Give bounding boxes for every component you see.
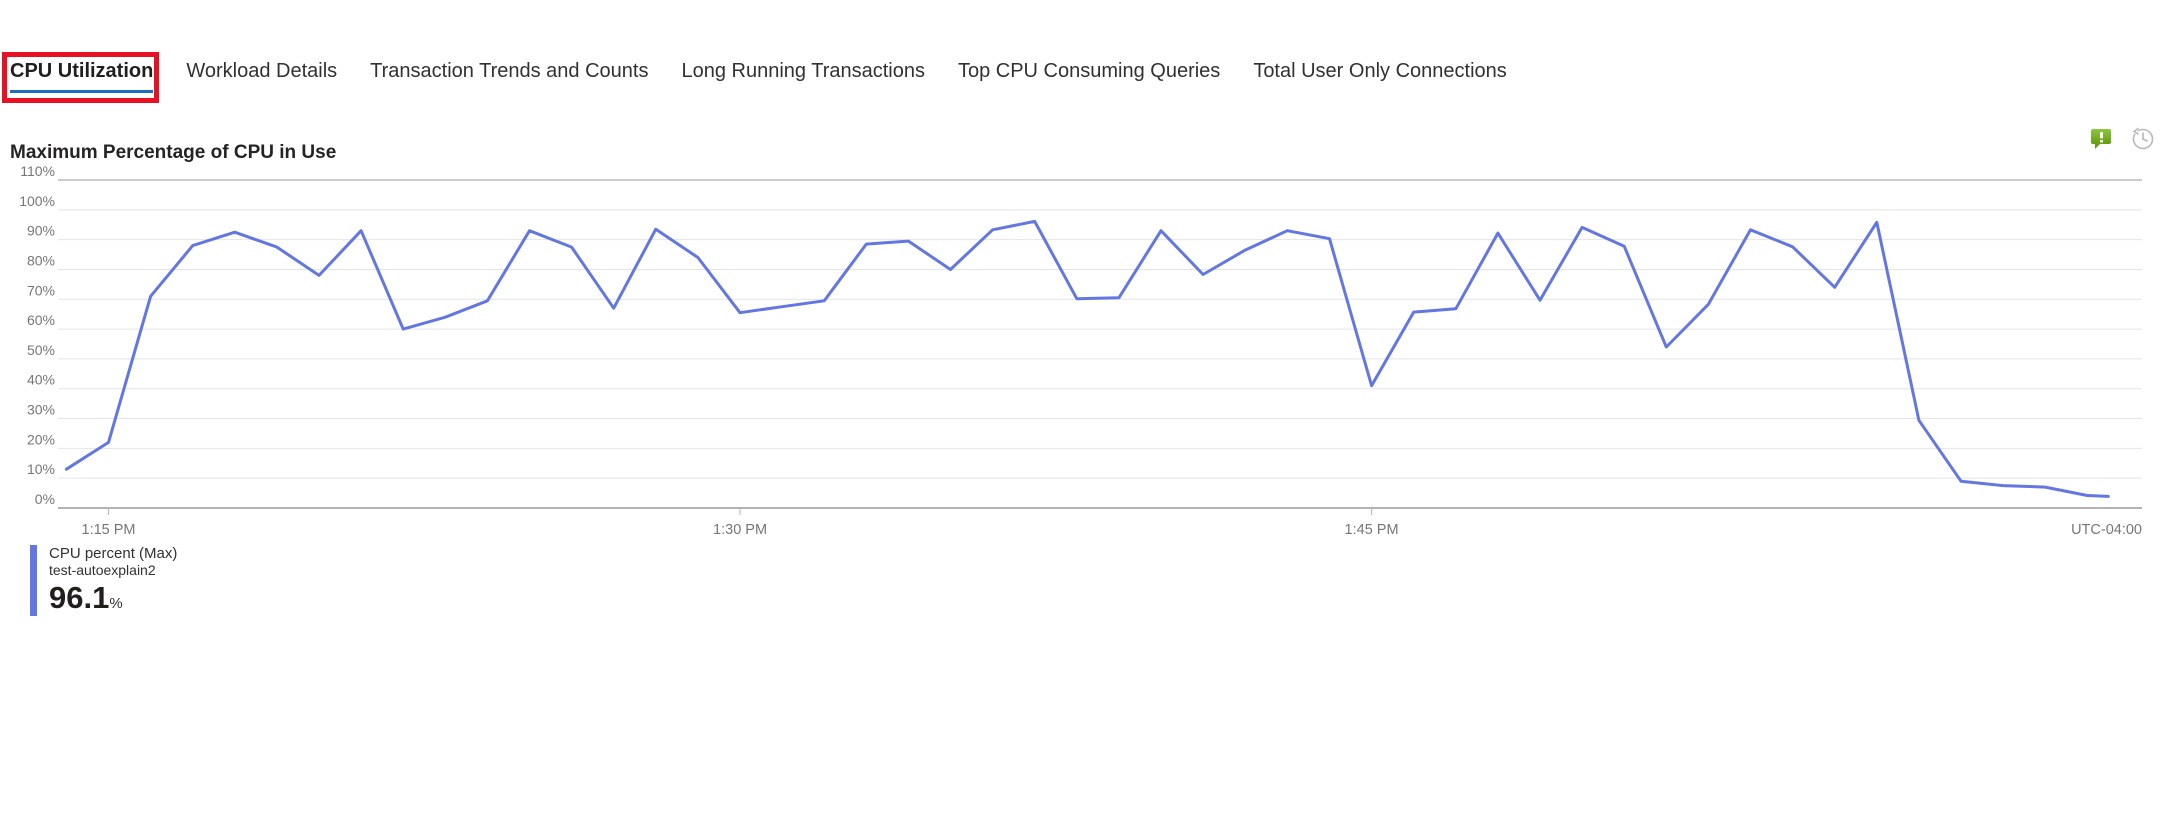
- history-clock-icon[interactable]: [2128, 124, 2156, 152]
- chart-header-icons: [2087, 124, 2156, 152]
- tab-transaction-trends-and-counts[interactable]: Transaction Trends and Counts: [370, 60, 649, 82]
- feedback-exclamation-icon[interactable]: [2087, 124, 2115, 152]
- legend-max-value: 96.1%: [49, 580, 123, 616]
- tab-workload-details[interactable]: Workload Details: [186, 60, 338, 82]
- x-axis-tick-label: 1:15 PM: [82, 522, 136, 538]
- feedback-exclamation-glyph: [2091, 129, 2111, 149]
- y-axis-tick-label: 100%: [19, 193, 55, 209]
- y-axis-tick-label: 80%: [27, 252, 55, 268]
- y-axis-tick-label: 50%: [27, 342, 55, 358]
- legend-resource-label: test-autoexplain2: [49, 562, 156, 579]
- y-axis-tick-label: 0%: [35, 491, 55, 507]
- chart-title: Maximum Percentage of CPU in Use: [10, 141, 337, 163]
- timezone-label: UTC-04:00: [2071, 522, 2142, 538]
- y-axis-tick-label: 20%: [27, 431, 55, 447]
- legend-color-bar: [30, 545, 37, 616]
- legend-unit: %: [109, 595, 123, 613]
- legend-series-label: CPU percent (Max): [49, 545, 178, 562]
- x-axis-tick-label: 1:30 PM: [713, 522, 767, 538]
- tab-top-cpu-consuming-queries[interactable]: Top CPU Consuming Queries: [957, 60, 1221, 82]
- tab-total-user-only-connections[interactable]: Total User Only Connections: [1253, 60, 1507, 82]
- y-axis-tick-label: 30%: [27, 402, 55, 418]
- y-axis-tick-label: 90%: [27, 223, 55, 239]
- tab-long-running-transactions[interactable]: Long Running Transactions: [681, 60, 925, 82]
- y-axis-tick-label: 110%: [20, 163, 55, 179]
- pivot-tab-strip: CPU Utilization Workload Details Transac…: [10, 60, 1507, 93]
- y-axis-tick-label: 70%: [27, 282, 55, 298]
- x-axis-tick-label: 1:45 PM: [1345, 522, 1399, 538]
- y-axis-tick-label: 40%: [27, 372, 55, 388]
- y-axis-tick-label: 60%: [27, 312, 55, 328]
- chart-legend: CPU percent (Max) test-autoexplain2 96.1…: [30, 545, 177, 616]
- y-axis-tick-label: 10%: [27, 461, 55, 477]
- tab-cpu-utilization[interactable]: CPU Utilization: [10, 60, 154, 93]
- history-clock-glyph: [2131, 127, 2153, 149]
- cpu-percent-line-series: [64, 219, 2110, 498]
